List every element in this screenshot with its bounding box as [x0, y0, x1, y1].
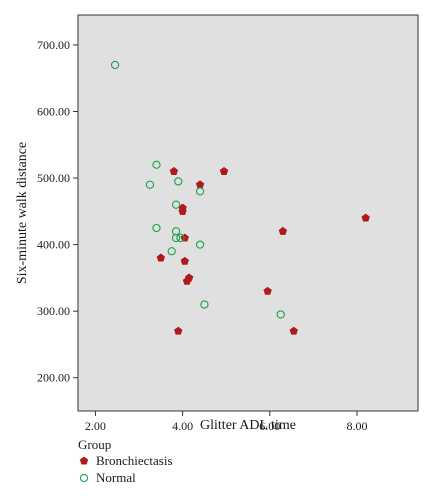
bronchiectasis-point [289, 326, 298, 335]
legend-marker-normal [79, 473, 89, 483]
y-tick-label: 200.00 [37, 371, 70, 385]
normal-point [176, 233, 185, 243]
bronchiectasis-point [174, 326, 183, 335]
x-tick-label: 2.00 [85, 419, 106, 433]
legend-label: Normal [96, 470, 136, 485]
normal-point [167, 247, 176, 256]
x-tick-label: 4.00 [172, 419, 193, 433]
legend: Group Bronchiectasis Normal [78, 437, 173, 485]
bronchiectasis-point [278, 226, 288, 235]
normal-point [174, 177, 183, 186]
x-axis: 2.00 4.00 6.00 8.00 [85, 411, 367, 433]
plot-area [77, 14, 419, 412]
legend-item-bronchiectasis: Bronchiectasis [79, 453, 173, 468]
normal-point [145, 180, 155, 189]
bronchiectasis-point [263, 286, 272, 295]
bronchiectasis-point [178, 206, 187, 215]
bronchiectasis-point [361, 213, 370, 222]
y-tick-label: 400.00 [37, 238, 70, 252]
bronchiectasis-point [182, 276, 192, 285]
series-normal [110, 60, 285, 319]
y-tick-label: 600.00 [37, 105, 70, 119]
normal-point [276, 310, 285, 319]
normal-point [152, 223, 161, 233]
normal-point [200, 300, 209, 309]
bronchiectasis-point [169, 167, 179, 175]
bronchiectasis-point [180, 256, 189, 265]
y-axis: 200.00 300.00 400.00 500.00 600.00 700.00 [37, 38, 78, 385]
legend-label: Bronchiectasis [96, 453, 173, 468]
x-axis-label: Glitter ADL time [200, 418, 296, 433]
y-tick-label: 300.00 [37, 304, 70, 318]
legend-title: Group [78, 437, 111, 452]
x-tick-label: 8.00 [346, 419, 367, 433]
normal-point [195, 240, 205, 249]
legend-marker-bronchiectasis [79, 456, 89, 465]
y-tick-label: 500.00 [37, 171, 70, 185]
normal-point [171, 233, 181, 243]
x-tick-label: 6.00 [259, 419, 280, 433]
legend-item-normal: Normal [79, 470, 136, 485]
bronchiectasis-point [219, 167, 229, 175]
y-axis-label: Six-minute walk distance [15, 142, 30, 284]
normal-point [152, 160, 161, 169]
normal-point [195, 187, 205, 196]
data-points [110, 60, 370, 335]
normal-point [110, 60, 120, 70]
y-tick-label: 700.00 [37, 38, 70, 52]
bronchiectasis-point [156, 253, 165, 262]
normal-point [171, 200, 181, 209]
